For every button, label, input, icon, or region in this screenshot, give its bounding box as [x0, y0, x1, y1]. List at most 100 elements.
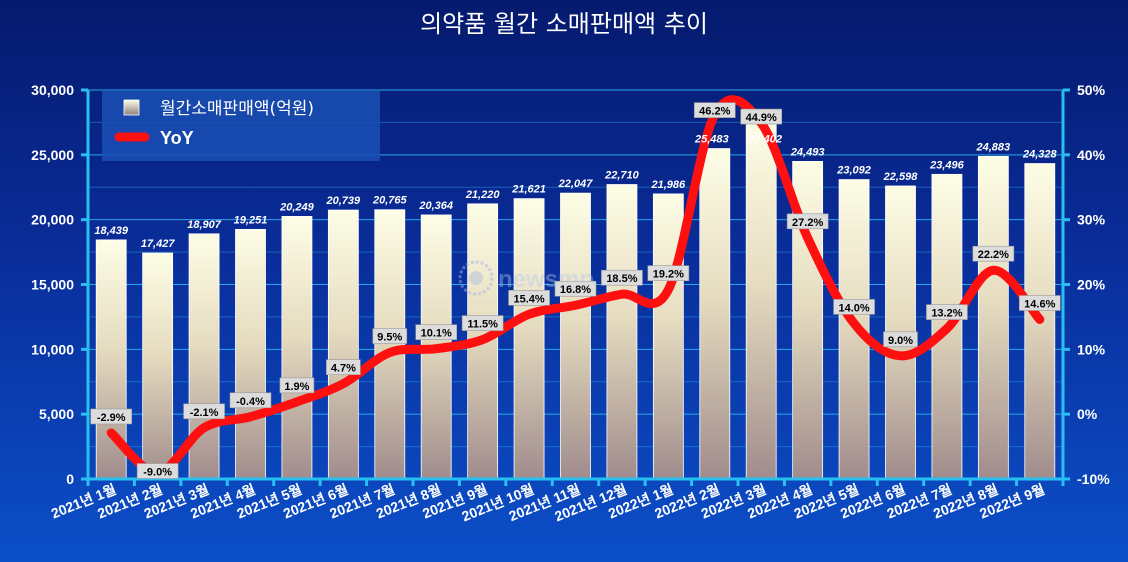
yoy-value-label: 46.2% [699, 106, 730, 118]
yoy-value-label: 1.9% [284, 381, 309, 393]
yoy-label-box [740, 108, 783, 125]
bar-series [95, 123, 1056, 480]
legend-line-label: YoY [160, 128, 194, 148]
bar-value-label: 20,249 [279, 201, 315, 213]
legend-bar-label: 월간소매판매액(억원) [160, 99, 314, 119]
yoy-line-series [106, 95, 1045, 478]
yoy-label-box [326, 359, 361, 375]
bar [142, 252, 174, 480]
right-tick-label: 10% [1077, 341, 1106, 357]
yoy-label-box [926, 304, 968, 320]
legend: 월간소매판매액(억원) YoY [102, 91, 380, 161]
bar-value-label: 17,427 [141, 238, 176, 250]
left-tick-label: 30,000 [31, 82, 74, 98]
yoy-value-label: 18.5% [606, 273, 637, 285]
bar [606, 184, 638, 480]
yoy-value-label: -0.4% [236, 396, 265, 408]
yoy-label-box [1018, 295, 1061, 311]
yoy-value-label: 14.6% [1024, 299, 1055, 311]
yoy-value-label: 16.8% [560, 284, 591, 296]
legend-box [102, 91, 380, 161]
bar [281, 216, 313, 480]
bar-value-label: 24,883 [976, 141, 1011, 153]
left-tick-label: 15,000 [31, 277, 74, 293]
yoy-label-box [372, 328, 408, 344]
yoy-label-box [229, 392, 272, 409]
right-tick-label: 50% [1077, 82, 1106, 98]
bar [374, 209, 406, 480]
left-tick-label: 5,000 [39, 406, 74, 422]
bar-value-label: 22,710 [604, 170, 640, 182]
chart-title: 의약품 월간 소매판매액 추이 [420, 10, 708, 38]
data-labels: 18,439 17,427 18,907 19,251 20,249 20,739 20,7… [90, 102, 1061, 479]
yoy-value-label: 14.0% [838, 302, 869, 314]
bar [513, 198, 545, 480]
yoy-label-box [136, 463, 179, 479]
bar-value-label: 19,251 [234, 214, 268, 226]
yoy-label-box [183, 403, 225, 420]
yoy-value-label: -2.9% [97, 412, 126, 424]
watermark-circle [458, 260, 494, 296]
yoy-label-box [90, 408, 133, 425]
bar-value-label: 22,598 [883, 171, 919, 183]
yoy-line [106, 95, 1045, 478]
yoy-value-label: 15.4% [513, 293, 544, 305]
bar-value-label: 21,986 [651, 179, 687, 191]
right-tick-label: 30% [1077, 212, 1106, 228]
yoy-label-box [601, 269, 643, 286]
right-tick-label: -10% [1077, 471, 1110, 487]
yoy-label-box [508, 290, 550, 306]
right-tick-label: 20% [1077, 277, 1106, 293]
yoy-label-box [883, 331, 918, 348]
bar [327, 209, 359, 480]
yoy-value-label: 19.2% [653, 269, 684, 281]
bar-value-label: 25,483 [694, 134, 729, 146]
bar [977, 155, 1009, 480]
bar [745, 123, 777, 480]
bar [235, 228, 266, 480]
yoy-value-label: 11.5% [467, 319, 498, 331]
bar-value-label: 20,364 [418, 200, 453, 212]
yoy-value-label: 44.9% [746, 112, 777, 124]
yoy-value-label: 4.7% [331, 363, 356, 375]
legend-bar-swatch [123, 99, 140, 116]
bar-value-label: 23,092 [836, 165, 871, 177]
bar-value-label: 22,047 [558, 178, 594, 190]
yoy-label-box [972, 245, 1015, 262]
yoy-label-box [461, 315, 504, 331]
yoy-label-box [833, 299, 875, 315]
yoy-value-label: -9.0% [143, 467, 172, 479]
yoy-label-box [415, 324, 458, 340]
bar-value-label: 18,439 [94, 225, 129, 237]
yoy-value-label: 27.2% [792, 217, 823, 229]
yoy-label-box [647, 265, 690, 281]
right-tick-label: 0% [1077, 406, 1098, 422]
yoy-value-label: 13.2% [931, 308, 962, 320]
yoy-label-box [279, 377, 315, 394]
bar-value-label: 24,328 [1022, 149, 1058, 161]
right-tick-label: 40% [1077, 147, 1106, 163]
bar-value-label: 21,621 [511, 184, 546, 196]
left-tick-label: 20,000 [31, 212, 74, 228]
left-tick-label: 10,000 [31, 341, 74, 357]
bar [931, 173, 963, 480]
bar-value-label: 21,220 [465, 189, 501, 201]
yoy-value-label: 10.1% [421, 328, 452, 340]
yoy-label-box [693, 102, 736, 118]
bar-value-label: 20,765 [372, 195, 408, 207]
bar-value-label: 18,907 [187, 219, 222, 231]
bar-value-label: 24,493 [790, 146, 825, 158]
yoy-value-label: 22.2% [978, 249, 1009, 261]
bar-value-label: 27,402 [747, 134, 782, 146]
bar [699, 148, 731, 480]
yoy-value-label: -2.1% [190, 407, 219, 419]
bar-value-label: 23,496 [929, 159, 965, 171]
left-tick-label: 0 [66, 471, 74, 487]
bar [560, 192, 591, 480]
yoy-value-label: 9.5% [377, 332, 402, 344]
left-tick-label: 25,000 [31, 147, 74, 163]
yoy-value-label: 9.0% [888, 335, 913, 347]
yoy-label-box [554, 280, 597, 297]
